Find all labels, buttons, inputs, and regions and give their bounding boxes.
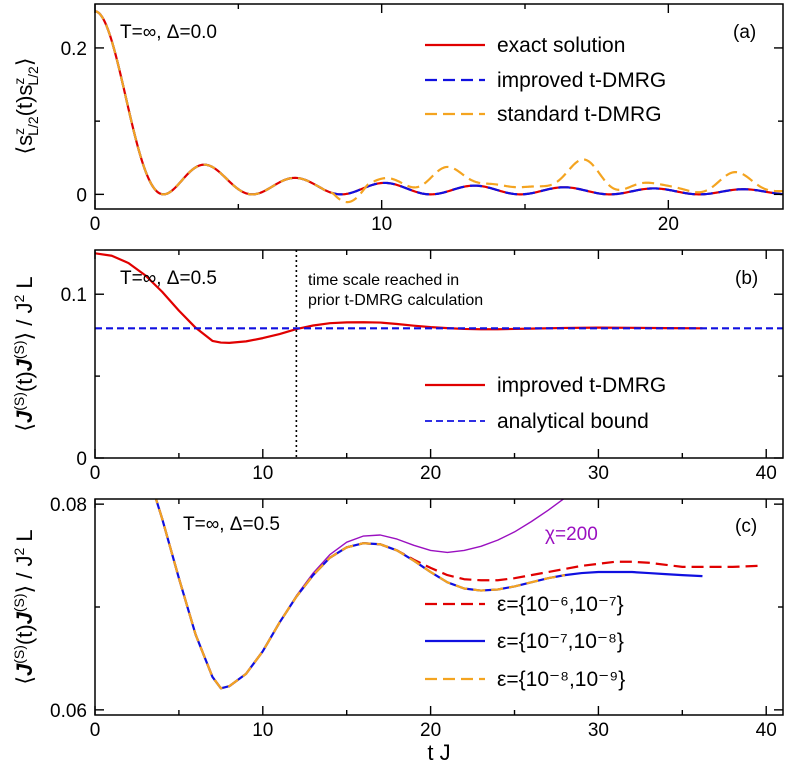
x-tick-label-a: 10 — [371, 214, 392, 235]
panel-c-annotation: T=∞, Δ=0.5 — [183, 514, 280, 535]
panel-b-ticks: 0 10 20 30 40 0 0.1 — [61, 250, 783, 484]
y-tick-label-a: 0.2 — [61, 39, 87, 60]
x-tick-label-c: 0 — [90, 720, 101, 741]
y-tick-label-c: 0.06 — [50, 701, 87, 722]
panel-a-legend: exact solution improved t-DMRG standard … — [425, 34, 666, 126]
y-tick-label-b: 0.1 — [61, 285, 87, 306]
x-tick-label-c: 10 — [252, 720, 273, 741]
x-tick-label-b: 10 — [252, 463, 273, 484]
legend-a-label-exact: exact solution — [497, 34, 625, 57]
panel-b-label: (b) — [735, 268, 758, 289]
panel-b-note-line1: time scale reached in — [308, 272, 459, 289]
series-a-2 — [95, 10, 783, 204]
panel-b-note-line2: prior t-DMRG calculation — [308, 292, 483, 309]
x-tick-label-c: 30 — [588, 720, 609, 741]
x-tick-label-a: 0 — [90, 214, 101, 235]
legend-b-label-improved: improved t-DMRG — [497, 374, 666, 397]
panel-a: 0 10 20 0 0.2 T=∞, Δ=0.0 (a) exact solution … — [11, 3, 784, 235]
legend-a-label-improved: improved t-DMRG — [497, 69, 666, 92]
legend-c-label-e7: ε={10⁻⁷,10⁻⁸} — [497, 630, 624, 653]
panel-c-series — [154, 499, 758, 690]
panel-a-ylabel: ⟨szL/2(t)szL/2⟩ — [11, 58, 41, 155]
x-tick-label-b: 0 — [90, 463, 101, 484]
legend-a-label-standard: standard t-DMRG — [497, 103, 662, 126]
panel-b-legend: improved t-DMRG analytical bound — [425, 374, 666, 433]
x-tick-label-a: 20 — [658, 214, 679, 235]
panel-c: 0 10 20 30 40 0.06 0.08 T=∞, Δ=0.5 χ=200 (c) ε… — [11, 495, 784, 741]
panel-c-label: (c) — [735, 516, 757, 537]
panel-b-frame — [94, 249, 784, 459]
x-tick-label-b: 20 — [420, 463, 441, 484]
shared-x-axis-label: t J — [427, 740, 450, 765]
panel-c-ticks: 0 10 20 30 40 0.06 0.08 — [50, 495, 783, 741]
panel-a-annotation: T=∞, Δ=0.0 — [120, 22, 217, 43]
x-tick-label-b: 40 — [756, 463, 777, 484]
panel-b-series — [95, 252, 783, 344]
panel-a-series — [95, 10, 783, 204]
panel-c-chi-label: χ=200 — [545, 524, 598, 545]
svg-text:⟨szL/2(t)szL/2⟩: ⟨szL/2(t)szL/2⟩ — [11, 58, 41, 155]
series-c-3 — [154, 499, 566, 690]
y-tick-label-c: 0.08 — [50, 495, 87, 516]
x-tick-label-b: 30 — [588, 463, 609, 484]
x-tick-label-c: 40 — [756, 720, 777, 741]
legend-c-label-e6: ε={10⁻⁶,10⁻⁷} — [497, 593, 624, 616]
panel-b: 0 10 20 30 40 0 0.1 T=∞, Δ=0.5 time scale reac… — [11, 249, 784, 484]
legend-b-label-bound: analytical bound — [497, 410, 649, 433]
x-tick-label-c: 20 — [420, 720, 441, 741]
legend-c-label-e8: ε={10⁻⁸,10⁻⁹} — [497, 668, 625, 691]
panel-a-label: (a) — [733, 22, 756, 43]
panel-a-ticks: 0 10 20 0 0.2 — [61, 4, 783, 235]
panel-a-frame — [94, 3, 784, 210]
panel-c-legend: ε={10⁻⁶,10⁻⁷} ε={10⁻⁷,10⁻⁸} ε={10⁻⁸,10⁻⁹… — [425, 593, 625, 691]
y-tick-label-a: 0 — [76, 185, 87, 206]
y-tick-label-b: 0 — [76, 449, 87, 470]
panel-b-annotation: T=∞, Δ=0.5 — [120, 268, 217, 289]
